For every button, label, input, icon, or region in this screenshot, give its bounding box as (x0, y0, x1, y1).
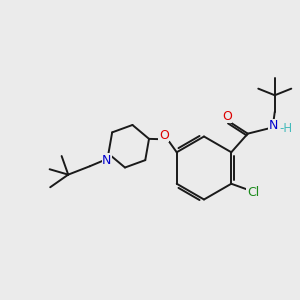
Text: -H: -H (279, 122, 292, 135)
Text: N: N (268, 119, 278, 132)
Text: Cl: Cl (247, 186, 259, 199)
Text: O: O (222, 110, 232, 123)
Text: O: O (159, 129, 169, 142)
Text: N: N (102, 154, 112, 167)
